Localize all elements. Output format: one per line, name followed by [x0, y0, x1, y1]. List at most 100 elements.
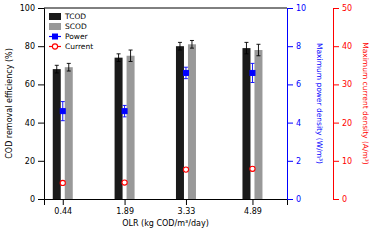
- point: [250, 70, 255, 75]
- chart: 0.441.893.334.89020406080100024681001020…: [0, 0, 379, 231]
- bar: [65, 67, 73, 199]
- bar: [115, 58, 123, 199]
- tick-label: 1.89: [116, 207, 134, 216]
- tick-label: 100: [20, 4, 35, 13]
- tick: 50: [333, 4, 352, 13]
- error-bar: [244, 42, 248, 53]
- tick: 40: [333, 42, 352, 51]
- tick: 30: [333, 80, 352, 89]
- tick-label: 0: [342, 195, 347, 204]
- tick-mark: [333, 161, 339, 162]
- tick-label: 4.89: [244, 207, 262, 216]
- point-series: [60, 63, 255, 120]
- point: [60, 180, 65, 185]
- tick-label: 60: [25, 80, 35, 89]
- error-bar: [123, 105, 127, 116]
- tick: 100: [20, 4, 44, 13]
- tick: 8: [287, 42, 301, 51]
- error-bar: [184, 67, 188, 78]
- tick: 1.89: [116, 199, 134, 216]
- point: [183, 167, 188, 172]
- legend-swatch: [49, 23, 61, 30]
- error-bar: [250, 167, 254, 172]
- tick: 0: [333, 195, 347, 204]
- tick: 80: [25, 42, 44, 51]
- legend-label: TCOD: [64, 12, 86, 21]
- tick-label: 0.44: [54, 207, 72, 216]
- tick-label: 10: [296, 4, 306, 13]
- tick: 10: [333, 157, 352, 166]
- tick: 6: [287, 80, 301, 89]
- plot: 0.441.893.334.89020406080100024681001020…: [5, 4, 370, 228]
- error-bar: [117, 54, 121, 62]
- tick: 4: [287, 119, 301, 128]
- tick-label: 20: [25, 157, 35, 166]
- legend-item: Current: [49, 42, 93, 51]
- tick-mark: [38, 199, 44, 200]
- bar-series: [65, 40, 263, 199]
- y-axis-title: COD removal efficiency (%): [5, 48, 14, 159]
- y2-axis-title: Maximum power density (W/m³): [315, 43, 324, 164]
- legend-marker: [53, 34, 58, 39]
- tick-mark: [287, 84, 293, 85]
- tick-mark: [38, 46, 44, 47]
- point: [60, 109, 65, 114]
- tick: 20: [25, 157, 44, 166]
- error-bar: [67, 63, 71, 71]
- tick-label: 50: [342, 4, 352, 13]
- axis-line: [288, 9, 294, 200]
- tick-label: 4: [296, 119, 301, 128]
- tick: 0: [30, 195, 44, 204]
- tick-mark: [125, 199, 126, 205]
- tick-label: 3.33: [178, 207, 196, 216]
- tick: 10: [287, 4, 306, 13]
- bar: [53, 69, 61, 199]
- bar-series: [53, 42, 251, 199]
- y3-axis: 0 10 20 30 40 50: [333, 4, 352, 204]
- error-bar: [190, 40, 194, 48]
- tick-mark: [252, 199, 253, 205]
- tick-label: 10: [342, 157, 352, 166]
- tick-label: 0: [296, 195, 301, 204]
- legend-label: Current: [65, 42, 93, 51]
- bar: [127, 56, 135, 199]
- tick-mark: [38, 8, 44, 9]
- point: [250, 166, 255, 171]
- legend-marker: [52, 44, 57, 49]
- bar: [176, 46, 184, 199]
- legend-label: SCOD: [65, 22, 87, 31]
- point: [122, 180, 127, 185]
- tick-mark: [287, 46, 293, 47]
- tick-mark: [333, 84, 339, 85]
- tick-label: 20: [342, 119, 352, 128]
- point: [122, 109, 127, 114]
- error-bar: [256, 44, 260, 55]
- tick-mark: [333, 199, 339, 200]
- legend-swatch: [49, 13, 61, 20]
- tick-mark: [287, 199, 293, 200]
- tick-mark: [287, 161, 293, 162]
- error-bar: [184, 168, 188, 172]
- tick-mark: [333, 123, 339, 124]
- tick-mark: [287, 8, 293, 9]
- tick-label: 30: [342, 80, 352, 89]
- legend: TCODSCODPowerCurrent: [49, 12, 93, 51]
- tick-label: 8: [296, 42, 301, 51]
- marks: [53, 40, 263, 199]
- axis-line: [334, 9, 340, 200]
- tick-label: 6: [296, 80, 301, 89]
- tick-label: 40: [25, 119, 35, 128]
- error-bar: [61, 102, 65, 121]
- tick: 4.89: [244, 199, 262, 216]
- bar: [254, 50, 262, 199]
- legend-item: TCOD: [49, 12, 86, 21]
- tick-label: 0: [30, 195, 35, 204]
- tick-mark: [333, 46, 339, 47]
- bar: [188, 44, 196, 199]
- tick: 0.44: [54, 199, 72, 216]
- tick-label: 2: [296, 157, 301, 166]
- x-axis: 0.44 1.89 3.33 4.89: [45, 199, 288, 216]
- y2-axis: 0 2 4 6 8 10: [287, 4, 306, 204]
- legend-item: Power: [49, 32, 89, 41]
- x-axis-title: OLR (kg COD/m³/day): [122, 219, 209, 228]
